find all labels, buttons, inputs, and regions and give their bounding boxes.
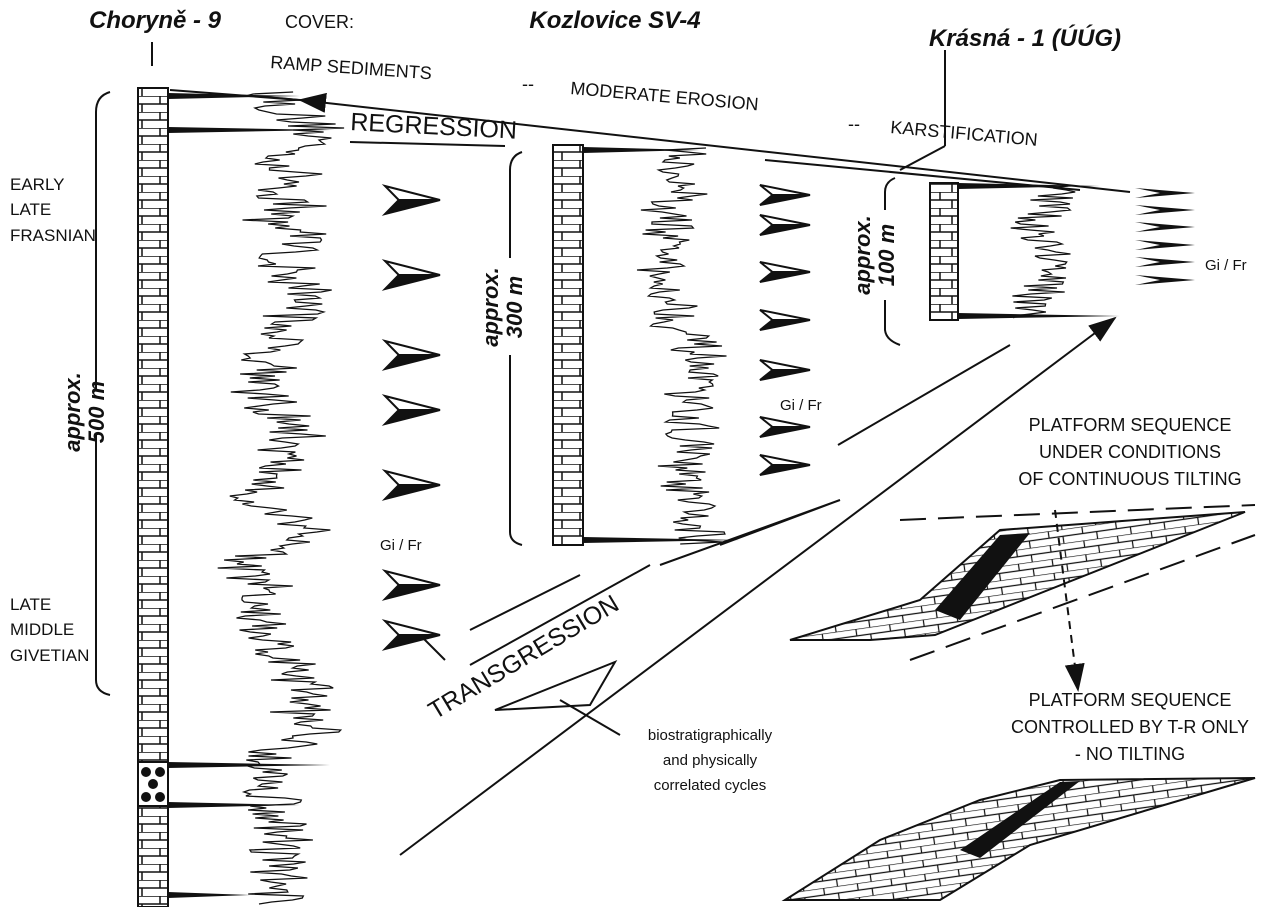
platform-text: CONTROLLED BY T-R ONLY [1011, 717, 1249, 737]
stage: LATE [10, 595, 51, 614]
cycle-mark [1135, 275, 1195, 285]
note: correlated cycles [654, 777, 767, 794]
log-spike [168, 762, 330, 768]
bracket [510, 152, 522, 545]
platform-text: PLATFORM SEQUENCE [1029, 415, 1232, 435]
cycle-triangle [760, 370, 810, 380]
cycle-triangle [385, 571, 440, 585]
cycle-triangle [385, 471, 440, 485]
cover-item: -- [848, 114, 860, 134]
platform-text: OF CONTINUOUS TILTING [1018, 469, 1241, 489]
log-spike [168, 127, 330, 133]
thickness: 100 m [874, 224, 899, 286]
cycle-triangle [760, 417, 810, 427]
boundary-label: Gi / Fr [1205, 257, 1247, 274]
cycle-triangle [760, 310, 810, 320]
cycle-mark [1135, 188, 1195, 198]
log-spike [958, 183, 1100, 189]
boundary-label: Gi / Fr [780, 397, 822, 414]
well-column [553, 145, 583, 545]
log-curve [637, 148, 727, 544]
cycle-triangle [760, 195, 810, 205]
cycle-mark [1135, 240, 1195, 250]
stage: EARLY [10, 175, 65, 194]
cycle-triangle [385, 261, 440, 275]
cover-item: MODERATE EROSION [570, 78, 760, 114]
thickness-approx: approx. [60, 372, 85, 451]
thickness-approx: approx. [478, 267, 503, 346]
cycle-mark [1135, 222, 1195, 232]
cycle-mark [1135, 257, 1195, 267]
platform-text: PLATFORM SEQUENCE [1029, 690, 1232, 710]
correlation-line [838, 345, 1010, 445]
well-name: Krásná - 1 (ÚÚG) [929, 24, 1121, 52]
cover-item: KARSTIFICATION [890, 117, 1039, 150]
log-spike [168, 892, 250, 898]
cover-item: -- [522, 74, 534, 94]
cycle-triangle [385, 275, 440, 289]
note: and physically [663, 752, 758, 769]
log-spike [168, 802, 300, 808]
cycle-triangle [760, 455, 810, 465]
cycle-triangle [760, 262, 810, 272]
log-curve [1011, 186, 1075, 318]
note: biostratigraphically [648, 727, 773, 744]
platform-text: - NO TILTING [1075, 744, 1185, 764]
diagram: Choryně - 9 Kozlovice SV-4 Krásná - 1 (Ú… [0, 0, 1287, 907]
boundary-label: Gi / Fr [380, 537, 422, 554]
cover-item: RAMP SEDIMENTS [270, 52, 433, 83]
cycle-triangle [385, 341, 440, 355]
cycle-triangle [760, 320, 810, 330]
cycle-triangle [385, 200, 440, 214]
stage: GIVETIAN [10, 646, 89, 665]
cycle-triangle [760, 272, 810, 282]
cycle-triangle [385, 355, 440, 369]
cycle-mark [1135, 205, 1195, 215]
stage: LATE [10, 200, 51, 219]
cycle-triangle [760, 225, 810, 235]
cycle-triangle [760, 215, 810, 225]
cycle-triangle [760, 185, 810, 195]
stage: FRASNIAN [10, 226, 96, 245]
cycle-triangle [385, 585, 440, 599]
cycle-triangle [385, 621, 440, 635]
well-column [930, 183, 958, 320]
platform-text: UNDER CONDITIONS [1039, 442, 1221, 462]
log-spike [958, 313, 1120, 319]
transgression-label: TRANSGRESSION [424, 590, 624, 726]
thickness: 500 m [84, 381, 109, 443]
well-name: Choryně - 9 [89, 7, 222, 34]
regression-label: REGRESSION [350, 108, 518, 145]
thickness-approx: approx. [850, 215, 875, 294]
cycle-triangle [385, 485, 440, 499]
log-curve [218, 92, 344, 904]
cycle-triangle [385, 186, 440, 200]
cover-label: COVER: [285, 12, 354, 32]
cycle-triangle [760, 427, 810, 437]
cycle-wedge [660, 500, 840, 565]
cycle-triangle [385, 410, 440, 424]
cycle-triangle [760, 465, 810, 475]
cycle-triangle [760, 360, 810, 370]
stage: MIDDLE [10, 620, 74, 639]
thickness: 300 m [502, 276, 527, 338]
cycle-triangle [385, 396, 440, 410]
platform-flat [785, 778, 1255, 900]
well-name: Kozlovice SV-4 [529, 7, 700, 34]
